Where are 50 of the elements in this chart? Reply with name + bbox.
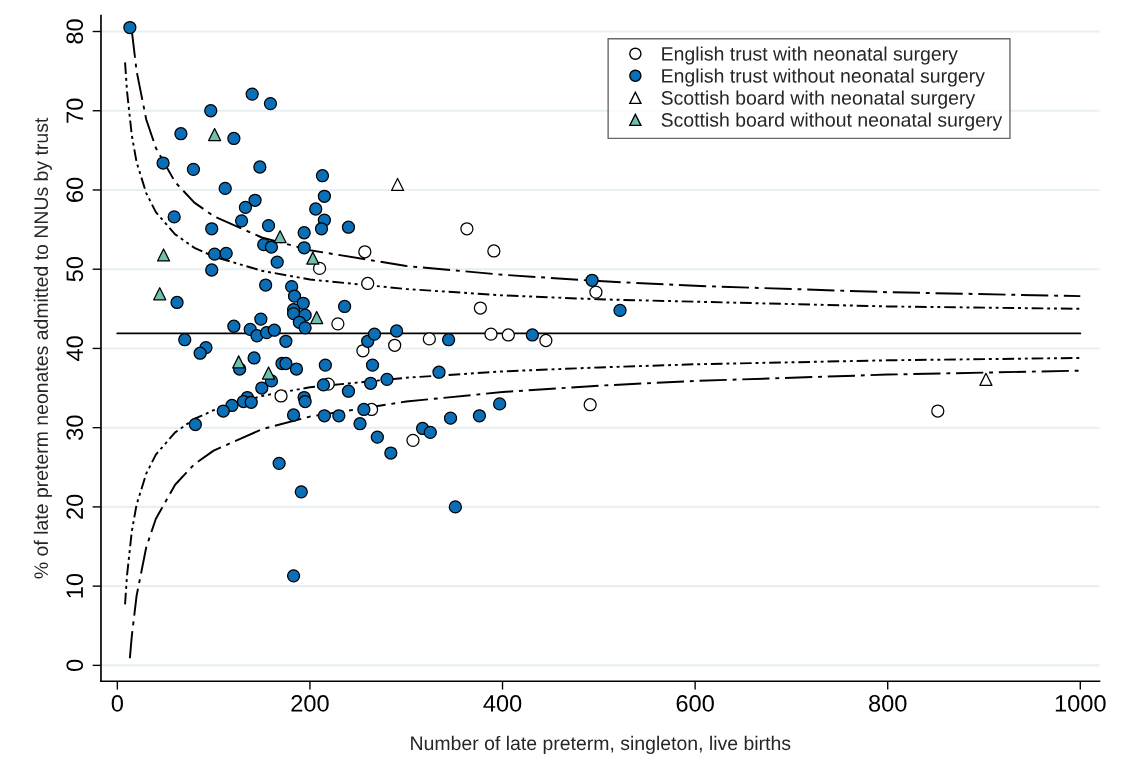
- y-tick-label: 80: [66, 19, 84, 44]
- legend-label: Scottish board with neonatal surgery: [661, 90, 976, 109]
- point: [261, 366, 276, 380]
- legend-label: English trust with neonatal surgery: [662, 46, 958, 65]
- x-tick-label: 0: [111, 695, 123, 712]
- point: [312, 261, 327, 276]
- y-tick-label: 10: [66, 573, 84, 598]
- y-axis-title: % of late preterm neonates admitted to NNUs by trust: [33, 117, 52, 579]
- point: [310, 310, 324, 325]
- line-series: [128, 369, 1082, 660]
- point: [487, 244, 501, 258]
- line-series: [124, 356, 1082, 606]
- point: [358, 245, 372, 259]
- point: [153, 287, 167, 301]
- x-tick-label: 600: [676, 695, 714, 712]
- point: [583, 398, 597, 412]
- x-tick-label: 800: [869, 695, 907, 712]
- point: [390, 177, 405, 192]
- point: [501, 328, 515, 342]
- point: [473, 301, 488, 315]
- point: [361, 276, 375, 291]
- point: [460, 222, 474, 236]
- point: [979, 372, 993, 386]
- point: [156, 248, 171, 262]
- y-tick-label: 70: [66, 98, 84, 123]
- x-tick-label: 200: [291, 695, 329, 712]
- point: [207, 127, 222, 142]
- point: [422, 332, 436, 346]
- point: [331, 317, 345, 331]
- point: [273, 230, 287, 244]
- point: [232, 355, 246, 369]
- x-tick-label: 1000: [1055, 695, 1106, 712]
- point: [931, 404, 945, 418]
- point: [306, 251, 320, 265]
- point: [484, 327, 498, 341]
- y-tick-label: 40: [66, 336, 84, 362]
- point: [274, 389, 288, 403]
- point: [589, 285, 603, 299]
- y-tick-label: 30: [66, 415, 84, 440]
- point: [406, 433, 420, 447]
- y-tick-label: 50: [66, 256, 84, 282]
- legend-label: English trust without neonatal surgery: [662, 68, 985, 87]
- x-tick-label: 400: [483, 695, 522, 712]
- y-tick-label: 0: [66, 659, 84, 672]
- point: [388, 338, 402, 352]
- x-axis-title: Number of late preterm, singleton, live births: [411, 735, 791, 754]
- point: [539, 333, 553, 348]
- legend-label: Scottish board without neonatal surgery: [661, 112, 1003, 131]
- y-tick-label: 20: [66, 494, 84, 519]
- y-tick-label: 60: [66, 177, 84, 202]
